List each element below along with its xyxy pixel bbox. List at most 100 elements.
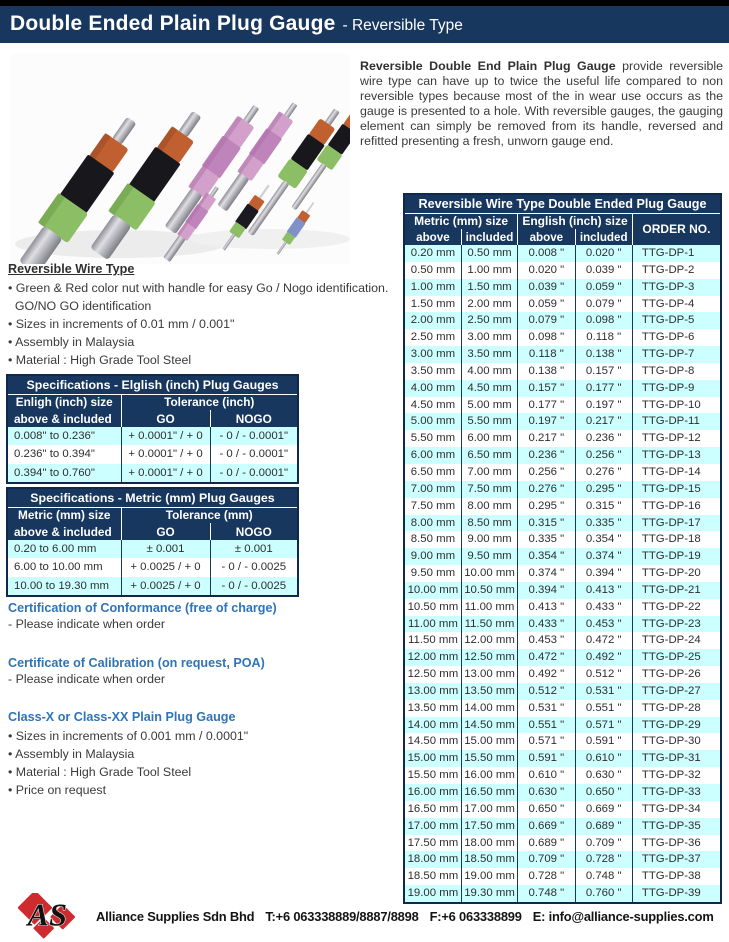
go-header: GO	[120, 410, 210, 427]
table-row: 0.50 mm 1.00 mm 0.020 " 0.039 " TTG-DP-2	[404, 261, 721, 279]
table-cell: 0.315 "	[574, 497, 633, 515]
table-cell: 4.00 mm	[410, 381, 456, 394]
table-cell: TTG-DP-4	[631, 295, 721, 313]
table-cell: 0.276 "	[517, 480, 576, 498]
table-cell: 0.20 to 6.00 mm	[14, 543, 97, 556]
table-cell: TTG-DP-15	[631, 480, 721, 498]
table-row: 0.20 to 6.00 mm ± 0.001 ± 0.001	[7, 540, 298, 559]
table-cell: 3.00 mm	[410, 348, 456, 361]
table-cell: 7.00 mm	[410, 482, 456, 495]
table-cell: 13.00 mm	[460, 666, 518, 683]
bullet-line: • Sizes in increments of 0.01 mm / 0.001…	[8, 317, 235, 331]
table-cell: 0.650 "	[517, 800, 576, 818]
table-cell: 15.00 mm	[407, 752, 459, 765]
table-cell: TTG-DP-35	[631, 817, 721, 835]
spec-title: Specifications - Metric (mm) Plug Gauges	[7, 488, 298, 508]
table-cell: 0.669 "	[574, 800, 633, 818]
table-cell: 11.00 mm	[408, 617, 458, 630]
table-cell: 2.00 mm	[460, 295, 518, 313]
table-cell: 0.472 "	[574, 632, 633, 650]
table-row: 18.00 mm 18.50 mm 0.709 " 0.728 " TTG-DP-37	[404, 851, 721, 869]
table-row: 7.00 mm 7.50 mm 0.276 " 0.295 " TTG-DP-15	[404, 480, 721, 498]
spec-header-row-1: Enligh (inch) size Tolerance (inch)	[7, 394, 299, 410]
table-cell: 8.50 mm	[410, 533, 456, 546]
table-group-header-row: Metric (mm) size English (inch) size ORD…	[404, 213, 721, 245]
table-cell: 19.00 mm	[407, 887, 459, 900]
table-row: 1.50 mm 2.00 mm 0.059 " 0.079 " TTG-DP-4	[404, 295, 721, 313]
table-cell: + 0.0025 / + 0	[120, 576, 210, 596]
spec-title-row: Specifications - Elglish (inch) Plug Gau…	[7, 375, 299, 395]
table-cell: TTG-DP-29	[631, 716, 721, 734]
table-cell: 0.236 "	[574, 430, 633, 448]
table-cell: - 0 / - 0.0025	[209, 576, 298, 596]
table-cell: 14.50 mm	[460, 716, 518, 734]
tolerance-header: Tolerance (mm)	[120, 507, 298, 523]
table-row: 6.00 mm 6.50 mm 0.236 " 0.256 " TTG-DP-13	[404, 447, 721, 464]
table-cell: TTG-DP-30	[631, 733, 721, 751]
table-cell: 19.30 mm	[460, 885, 518, 903]
table-cell: 13.50 mm	[407, 701, 459, 714]
table-cell: + 0.0001" / + 0	[120, 445, 210, 464]
table-cell: 0.512 "	[574, 666, 633, 683]
table-cell: TTG-DP-11	[631, 413, 721, 431]
table-cell: 0.059 "	[517, 295, 576, 313]
table-cell: 0.748 "	[517, 885, 576, 903]
table-cell: 0.295 "	[517, 497, 576, 515]
bullet-line: • Green & Red color nut with handle for …	[8, 281, 389, 295]
table-cell: 0.098 "	[517, 329, 576, 347]
table-row: 16.50 mm 17.00 mm 0.650 " 0.669 " TTG-DP-34	[404, 800, 721, 818]
table-row: 11.00 mm 11.50 mm 0.433 " 0.453 " TTG-DP-23	[404, 615, 721, 633]
table-title-row: Reversible Wire Type Double Ended Plug G…	[404, 194, 721, 214]
table-row: 17.50 mm 18.00 mm 0.689 " 0.709 " TTG-DP-36	[404, 834, 721, 852]
table-cell: 0.571 "	[574, 716, 633, 734]
intro-body: provide reversible wire type can have up…	[360, 59, 723, 148]
table-cell: 0.709 "	[574, 834, 633, 852]
table-cell: TTG-DP-23	[631, 615, 721, 633]
table-cell: + 0.0025 / + 0	[120, 558, 210, 577]
table-cell: 0.413 "	[517, 598, 576, 616]
table-cell: TTG-DP-27	[631, 682, 721, 700]
table-cell: TTG-DP-34	[631, 800, 721, 818]
spec-header-row-2: above & included GO NOGO	[7, 523, 298, 540]
table-cell: 0.20 mm	[410, 247, 456, 259]
table-cell: 18.50 mm	[460, 851, 518, 869]
bullet-line: • Sizes in increments of 0.001 mm / 0.00…	[8, 729, 249, 743]
feature-bullets: • Green & Red color nut with handle for …	[8, 279, 400, 369]
table-cell: 14.00 mm	[460, 699, 518, 717]
table-row: 12.00 mm 12.50 mm 0.472 " 0.492 " TTG-DP-25	[404, 649, 721, 667]
table-cell: 0.098 "	[574, 312, 633, 330]
table-row: 0.236" to 0.394" + 0.0001" / + 0- 0 / - 0…	[7, 445, 299, 464]
spec-title: Specifications - Elglish (inch) Plug Gau…	[7, 375, 299, 395]
table-row: 2.50 mm 3.00 mm 0.098 " 0.118 " TTG-DP-6	[404, 329, 721, 347]
table-cell: 0.50 mm	[410, 263, 456, 276]
table-cell: 15.50 mm	[460, 750, 518, 768]
table-body: 0.008" to 0.236" + 0.0001" / + 0- 0 / - 0…	[7, 427, 299, 483]
certificate-heading: Certificate of Calibration (on request, …	[8, 656, 265, 670]
table-cell: 0.236" to 0.394"	[14, 448, 95, 461]
table-cell: TTG-DP-16	[631, 497, 721, 515]
table-cell: 15.00 mm	[460, 733, 518, 751]
table-cell: TTG-DP-13	[631, 447, 721, 464]
table-cell: 2.50 mm	[410, 331, 456, 344]
table-row: 3.00 mm 3.50 mm 0.118 " 0.138 " TTG-DP-7	[404, 346, 721, 363]
table-cell: 6.00 mm	[460, 430, 518, 448]
table-cell: + 0.0001" / + 0	[120, 463, 210, 483]
table-cell: 15.50 mm	[407, 769, 459, 782]
table-cell: 0.433 "	[574, 598, 633, 616]
table-cell: TTG-DP-32	[631, 767, 721, 784]
table-cell: 1.00 mm	[410, 280, 456, 293]
table-cell: 10.50 mm	[460, 581, 518, 599]
table-cell: 0.551 "	[574, 699, 633, 717]
table-cell: 10.00 mm	[460, 565, 518, 582]
table-cell: 0.512 "	[517, 682, 576, 700]
spec-title-row: Specifications - Metric (mm) Plug Gauges	[7, 488, 298, 508]
table-cell: 0.157 "	[574, 362, 633, 380]
table-row: 8.00 mm 8.50 mm 0.315 " 0.335 " TTG-DP-17	[404, 514, 721, 532]
table-cell: 13.00 mm	[407, 684, 459, 697]
table-row: 8.50 mm 9.00 mm 0.335 " 0.354 " TTG-DP-18	[404, 531, 721, 549]
table-cell: 0.689 "	[517, 834, 576, 852]
certification-note: - Please indicate when order	[8, 617, 166, 631]
table-row: 10.50 mm 11.00 mm 0.413 " 0.433 " TTG-DP-22	[404, 598, 721, 616]
table-cell: 0.008 "	[517, 245, 576, 262]
